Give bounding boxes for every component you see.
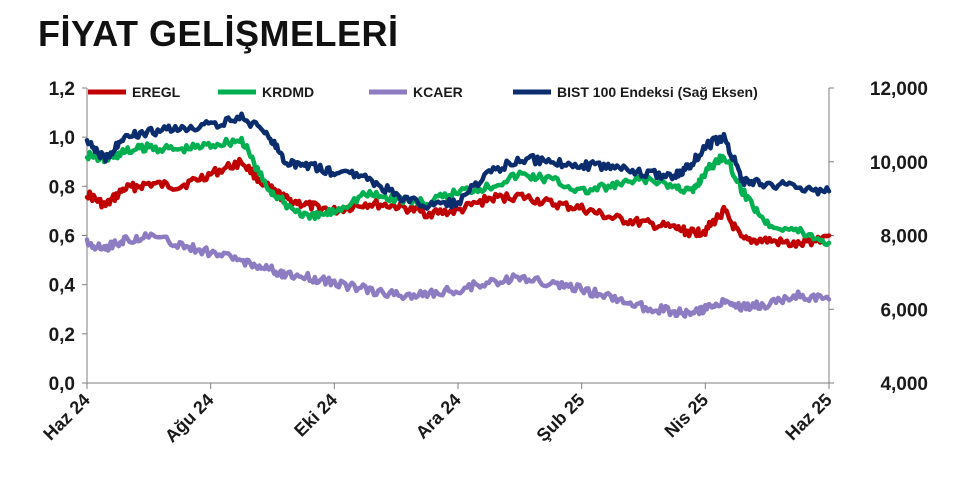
- series-line-eregl: [84, 156, 832, 249]
- series-line-bist: [84, 111, 832, 211]
- x-tick-label: Eki 24: [290, 390, 341, 441]
- y-left-tick-label: 0,2: [49, 325, 75, 346]
- legend-label: KRDMD: [262, 84, 314, 100]
- x-tick-label: Haz 25: [781, 390, 835, 444]
- y-right-tick-label: 12,000: [870, 79, 928, 100]
- chart-title: FİYAT GELİŞMELERİ: [38, 13, 399, 54]
- y-left-tick-label: 0,8: [49, 177, 75, 198]
- y-right-tick-label: 6,000: [880, 300, 928, 321]
- legend: EREGL KRDMD KCAER BIST 100 Endeksi (Sağ Eks…: [88, 84, 758, 100]
- axes: 0,0 0,2 0,4 0,6 0,8 1,0 1,2 4,000 6,000 8,000 10,0…: [39, 79, 928, 446]
- series-line-kcaer: [84, 231, 832, 319]
- x-tick-label: Ara 24: [412, 390, 465, 443]
- y-left-tick-label: 1,2: [49, 79, 75, 100]
- series-line-krdmd: [84, 135, 832, 248]
- legend-label: KCAER: [413, 84, 463, 100]
- y-right-tick-label: 8,000: [880, 227, 928, 248]
- x-tick-label: Ağu 24: [161, 390, 218, 447]
- legend-label: EREGL: [132, 84, 181, 100]
- y-left-tick-label: 0,6: [49, 227, 75, 248]
- x-tick-label: Nis 25: [661, 390, 713, 442]
- x-tick-label: Haz 24: [39, 390, 93, 444]
- y-right-tick-label: 4,000: [880, 374, 928, 395]
- y-left-tick-label: 0,0: [49, 374, 75, 395]
- x-tick-label: Şub 25: [533, 390, 589, 446]
- y-left-tick-label: 0,4: [49, 276, 76, 297]
- series-layer: [84, 111, 832, 319]
- y-left-tick-label: 1,0: [49, 128, 75, 149]
- legend-label: BIST 100 Endeksi (Sağ Eksen): [557, 84, 758, 100]
- y-right-tick-label: 10,000: [870, 153, 928, 174]
